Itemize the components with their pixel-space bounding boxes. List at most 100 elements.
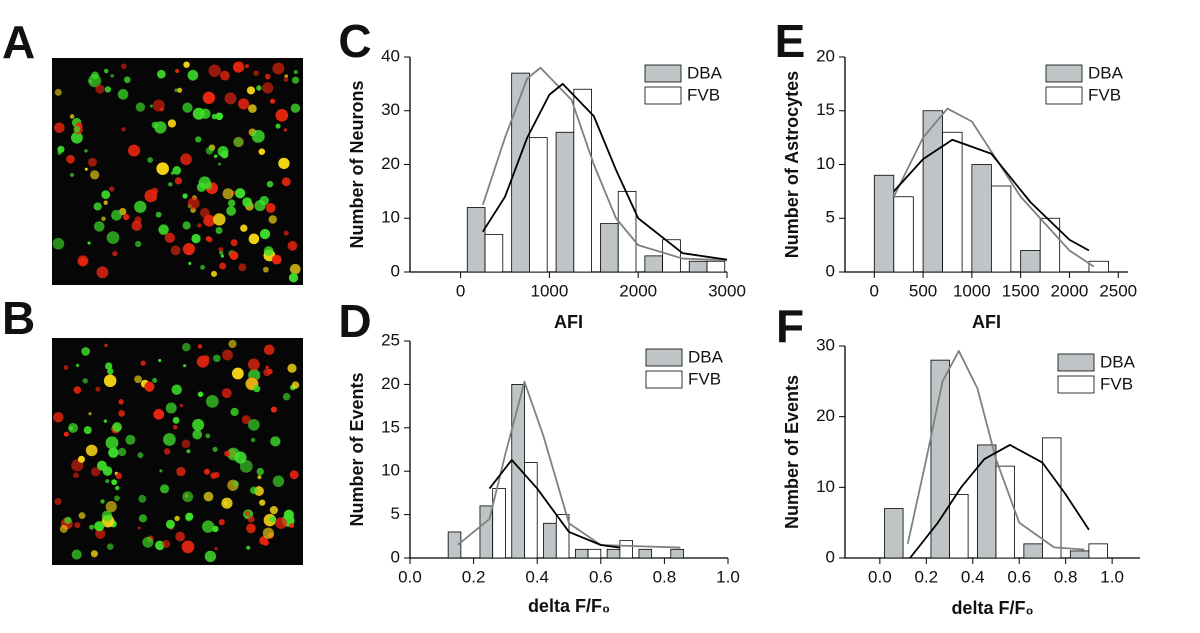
cell <box>106 543 114 551</box>
bar <box>524 462 538 559</box>
cell <box>152 197 157 201</box>
cell <box>218 247 224 252</box>
cell <box>134 200 147 213</box>
fit-curve <box>481 66 728 262</box>
cell <box>155 211 162 218</box>
panel-label: B <box>2 292 35 344</box>
cell <box>137 452 144 459</box>
cell <box>95 386 101 392</box>
cell <box>147 157 154 163</box>
cell <box>231 367 244 380</box>
cell <box>213 354 221 363</box>
y-tick-label: 10 <box>381 461 400 480</box>
cell <box>104 343 108 348</box>
cell <box>205 433 211 439</box>
cell <box>220 150 229 159</box>
cell <box>275 517 287 530</box>
cell <box>107 368 114 375</box>
cell <box>275 123 281 129</box>
cell <box>181 342 191 352</box>
cell <box>218 162 222 166</box>
cell <box>192 429 203 440</box>
bar <box>619 540 634 559</box>
cell <box>117 447 127 457</box>
cell <box>88 79 93 84</box>
x-tick-label: 0.8 <box>1054 567 1078 586</box>
fit-curve <box>482 82 728 261</box>
bar <box>1039 217 1061 273</box>
x-tick-label: 3000 <box>708 281 746 300</box>
cell <box>103 374 117 388</box>
cell <box>248 233 260 245</box>
cell <box>267 368 273 375</box>
cell <box>89 524 95 530</box>
cell <box>203 468 210 475</box>
bar <box>484 233 504 273</box>
cell <box>134 216 142 224</box>
cell <box>272 62 285 75</box>
cell <box>174 88 179 93</box>
y-tick-label: 20 <box>816 46 835 65</box>
legend-swatch <box>1057 353 1095 372</box>
x-tick-label: 0.4 <box>961 567 985 586</box>
cell <box>144 381 155 392</box>
bar <box>977 444 997 559</box>
cell <box>83 426 92 435</box>
cell <box>271 254 282 265</box>
y-tick-label: 10 <box>381 208 400 227</box>
fit-curve <box>488 459 621 549</box>
cell <box>262 527 274 539</box>
cell <box>91 71 99 80</box>
cell <box>219 70 230 81</box>
cell <box>262 82 274 94</box>
cell <box>234 451 247 464</box>
x-tick-label: 0.4 <box>525 567 549 586</box>
cell <box>93 202 102 211</box>
bar <box>574 548 589 559</box>
cell <box>123 76 131 84</box>
cell <box>233 480 239 487</box>
cell <box>57 145 65 153</box>
cell <box>270 98 276 104</box>
cell <box>289 263 301 275</box>
cell <box>269 505 278 515</box>
bar <box>447 531 462 559</box>
cell <box>197 344 203 349</box>
cell <box>203 214 216 227</box>
x-tick-label: 0.2 <box>914 567 938 586</box>
legend-swatch <box>644 64 682 83</box>
cell <box>111 209 122 221</box>
cell <box>214 546 218 551</box>
x-axis-label: delta F/F₀ <box>951 598 1033 618</box>
cell <box>182 242 195 256</box>
x-tick-label: 0.0 <box>868 567 892 586</box>
cell <box>187 197 200 210</box>
cell <box>88 157 97 167</box>
cell <box>171 384 182 395</box>
cell <box>174 515 180 522</box>
cell <box>102 466 113 476</box>
x-tick-label: 0.0 <box>398 567 422 586</box>
cell <box>95 528 106 539</box>
cell <box>258 148 266 156</box>
cell <box>256 467 264 476</box>
cell <box>84 149 88 153</box>
fit-curve <box>893 138 1090 252</box>
cell <box>81 347 91 356</box>
cell <box>179 403 184 408</box>
cell <box>244 64 250 69</box>
cell <box>200 264 206 270</box>
y-tick-label: 5 <box>391 504 400 523</box>
panel-label: F <box>776 300 804 352</box>
cell <box>175 531 186 542</box>
cell <box>249 486 258 494</box>
legend-label: FVB <box>1100 374 1133 393</box>
cell <box>222 188 234 200</box>
legend-label: DBA <box>1088 63 1124 82</box>
cell <box>115 485 120 491</box>
cell <box>181 439 191 449</box>
x-tick-label: 0 <box>870 281 879 300</box>
cell <box>77 455 85 463</box>
y-tick-label: 0 <box>391 261 400 280</box>
legend-swatch <box>1045 64 1083 83</box>
